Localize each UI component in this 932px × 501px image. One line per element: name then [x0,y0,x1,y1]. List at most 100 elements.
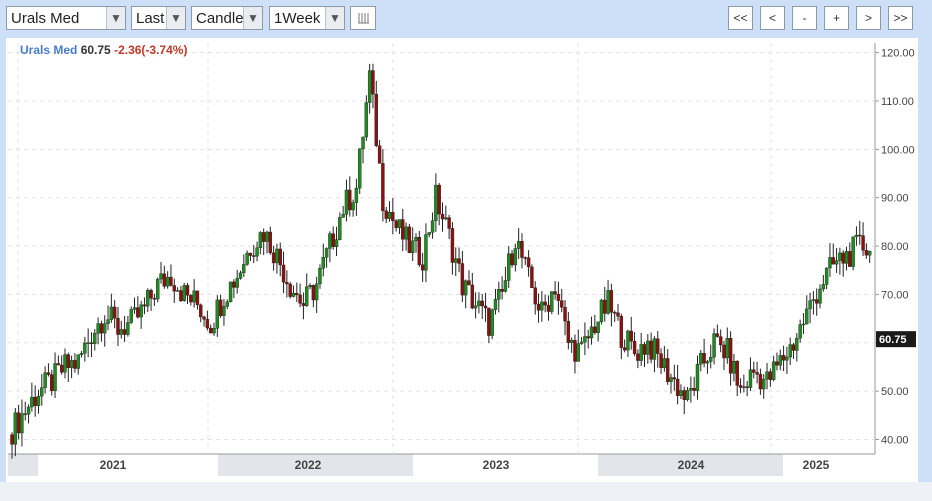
candle-body [798,324,802,339]
candle-body [752,369,756,373]
instrument-select[interactable]: Urals Med ▼ [6,6,126,30]
candle-body [242,264,246,274]
x-tick-label: 2022 [295,458,322,472]
chart-area[interactable]: 40.0050.0060.0070.0080.0090.00100.00110.… [6,38,918,482]
candle-body [424,234,428,271]
candle-body [450,228,455,263]
candle-body [593,326,597,333]
candle-body [864,250,869,256]
candle-body [96,323,100,334]
candle-body [579,341,584,344]
candle-body [228,281,233,303]
y-tick-label: 110.00 [881,96,914,108]
interval-select[interactable]: 1Week ▼ [269,6,345,30]
candle-body [682,390,686,400]
candle-body [467,280,471,286]
candle-body [844,251,849,264]
candle-body [252,255,256,257]
candle-body [583,336,587,343]
candle-body [434,184,438,221]
candle-body [576,343,580,362]
candle-body [742,386,746,388]
candle-body [56,363,61,366]
candle-body [291,292,296,297]
candle-body [417,236,422,265]
candle-body [404,226,408,240]
chart-style-select[interactable]: Candle ▼ [191,6,263,30]
candle-body [430,220,435,233]
candle-body [526,257,531,268]
candle-body [589,326,594,339]
candle-body [76,354,80,369]
candle-body [159,273,163,280]
candle-body [550,291,554,312]
candle-body [162,273,167,287]
candle-body [308,285,312,288]
x-tick-label: 2025 [803,458,830,472]
candle-body [20,413,24,434]
last-price-label: 60.75 [879,334,907,346]
candle-body [358,148,362,189]
candle-body [59,364,64,373]
candle-body [324,248,329,258]
chart-legend: Urals Med 60.75 -2.36(-3.74%) [20,43,187,57]
candle-body [460,263,465,296]
nav-last-button[interactable]: >> [888,6,913,30]
candle-body [725,337,729,359]
candle-body [165,276,170,287]
candle-body [665,358,670,382]
candle-body [533,287,537,305]
candle-body [679,390,683,396]
candle-body [410,240,415,254]
year-band [218,454,413,476]
candle-body [265,231,269,242]
price-chart[interactable]: 40.0050.0060.0070.0080.0090.00100.00110.… [6,38,918,482]
candle-body [821,284,826,290]
candle-body [755,372,759,375]
y-tick-label: 90.00 [881,193,909,205]
candle-body [699,353,703,365]
candle-body [295,292,299,296]
candle-body [669,377,673,382]
candle-body [493,299,498,310]
candle-body [387,212,392,219]
zoom-in-button[interactable]: + [824,6,849,30]
candle-body [285,281,289,285]
nav-next-button[interactable]: > [856,6,881,30]
candle-body [175,290,180,292]
candle-body [639,344,643,361]
candle-body [811,299,816,301]
candle-body [185,285,190,296]
candle-body [321,257,325,269]
candle-body [560,300,564,308]
candle-body [344,189,349,215]
nav-prev-button[interactable]: < [760,6,785,30]
candle-body [112,306,117,319]
year-band [8,454,38,476]
candle-body [106,319,110,324]
candle-body [619,316,624,348]
candle-body [172,285,176,292]
candle-body [86,342,90,344]
chevron-down-icon: ▼ [166,7,185,29]
candle-body [791,344,796,351]
candle-body [848,251,852,267]
candle-body [692,388,696,391]
candle-body [394,220,398,228]
candle-body [656,338,660,354]
nav-first-button[interactable]: << [728,6,753,30]
candle-body [646,340,650,355]
candle-body [606,290,610,314]
candle-body [288,283,292,297]
zoom-out-button[interactable]: - [792,6,817,30]
chevron-down-icon: ▼ [325,7,344,29]
x-tick-label: 2024 [678,458,705,472]
data-table-button[interactable] [350,6,376,30]
candle-body [208,327,213,334]
candle-body [205,319,210,329]
candle-body [785,356,789,361]
candle-body [301,303,306,306]
price-type-select[interactable]: Last ▼ [131,6,186,30]
candle-body [53,363,57,391]
candle-body [689,388,693,391]
